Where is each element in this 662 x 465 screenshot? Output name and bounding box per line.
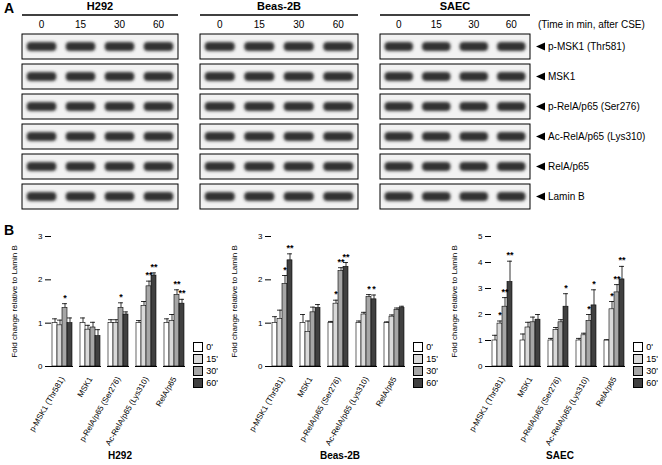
svg-text:**: ** bbox=[613, 274, 621, 284]
svg-text:**: ** bbox=[178, 288, 186, 298]
svg-text:p-RelA/p65 (Ser276): p-RelA/p65 (Ser276) bbox=[298, 375, 343, 444]
svg-text:15: 15 bbox=[431, 19, 443, 30]
svg-text:Ac-RelA/p65 (Lys310): Ac-RelA/p65 (Lys310) bbox=[544, 375, 591, 447]
svg-text:p-MSK1 (Thr581): p-MSK1 (Thr581) bbox=[248, 375, 287, 433]
svg-text:p-MSK1 (Thr581): p-MSK1 (Thr581) bbox=[468, 375, 507, 433]
html-text:B: B bbox=[4, 222, 15, 238]
svg-text:RelA/p65: RelA/p65 bbox=[548, 161, 590, 172]
svg-text:*: * bbox=[610, 291, 614, 301]
svg-text:1: 1 bbox=[38, 319, 43, 328]
svg-text:**: ** bbox=[618, 255, 626, 265]
svg-text:0: 0 bbox=[396, 19, 402, 30]
svg-text:*: * bbox=[119, 292, 123, 302]
html-text:60': 60' bbox=[426, 378, 438, 388]
svg-text:**: ** bbox=[501, 287, 509, 297]
svg-text:p-RelA/p65 (Ser276): p-RelA/p65 (Ser276) bbox=[548, 101, 640, 112]
html-text:0': 0' bbox=[426, 342, 433, 352]
html-text:60': 60' bbox=[646, 378, 658, 388]
svg-text:**: ** bbox=[150, 262, 158, 272]
svg-text:Fold change relative to Lamin: Fold change relative to Lamin B bbox=[10, 245, 19, 358]
svg-text:0: 0 bbox=[38, 362, 43, 371]
html-text:0': 0' bbox=[646, 342, 653, 352]
svg-text:30: 30 bbox=[468, 19, 480, 30]
svg-text:*: * bbox=[283, 265, 287, 275]
svg-text:RelA/p65: RelA/p65 bbox=[154, 375, 179, 408]
html-text:15': 15' bbox=[206, 354, 218, 364]
svg-text:**: ** bbox=[506, 250, 514, 260]
svg-text:3: 3 bbox=[258, 232, 263, 241]
svg-text:60: 60 bbox=[506, 19, 518, 30]
html-text:Beas-2B: Beas-2B bbox=[320, 450, 360, 461]
svg-text:0: 0 bbox=[478, 362, 483, 371]
svg-text:*: * bbox=[367, 284, 371, 294]
svg-text:p-RelA/p65 (Ser276): p-RelA/p65 (Ser276) bbox=[78, 375, 123, 444]
svg-text:SAEC: SAEC bbox=[440, 0, 471, 12]
svg-text:**: ** bbox=[173, 279, 181, 289]
html-text:30': 30' bbox=[646, 366, 658, 376]
svg-text:Ac-RelA/p65 (Lys310): Ac-RelA/p65 (Lys310) bbox=[324, 375, 371, 447]
svg-text:MSK1: MSK1 bbox=[296, 375, 315, 399]
svg-text:RelA/p65: RelA/p65 bbox=[594, 375, 619, 408]
svg-text:60: 60 bbox=[153, 19, 165, 30]
svg-text:(Time in min, after CSE): (Time in min, after CSE) bbox=[538, 19, 645, 30]
svg-text:MSK1: MSK1 bbox=[76, 375, 95, 399]
svg-text:RelA/p65: RelA/p65 bbox=[374, 375, 399, 408]
svg-text:H292: H292 bbox=[87, 0, 113, 12]
svg-text:Ac-RelA/p65 (Lys310): Ac-RelA/p65 (Lys310) bbox=[104, 375, 151, 447]
svg-text:MSK1: MSK1 bbox=[516, 375, 535, 399]
svg-text:MSK1: MSK1 bbox=[548, 71, 576, 82]
html-text:30': 30' bbox=[426, 366, 438, 376]
html-text:H292: H292 bbox=[108, 450, 132, 461]
svg-text:Lamin B: Lamin B bbox=[548, 191, 585, 202]
html-text:SAEC: SAEC bbox=[546, 450, 574, 461]
svg-text:Beas-2B: Beas-2B bbox=[257, 0, 301, 12]
html-text:15': 15' bbox=[646, 354, 658, 364]
svg-text:p-MSK1 (Thr581): p-MSK1 (Thr581) bbox=[28, 375, 67, 433]
svg-text:Ac-RelA/p65 (Lys310): Ac-RelA/p65 (Lys310) bbox=[548, 131, 645, 142]
svg-text:2: 2 bbox=[258, 275, 263, 284]
svg-text:Fold change relative to Lamin: Fold change relative to Lamin B bbox=[230, 245, 239, 358]
svg-text:1: 1 bbox=[478, 336, 483, 345]
svg-text:*: * bbox=[334, 289, 338, 299]
svg-text:Fold change relative to Lamin: Fold change relative to Lamin B bbox=[450, 245, 459, 358]
svg-text:60: 60 bbox=[333, 19, 345, 30]
svg-text:30: 30 bbox=[293, 19, 305, 30]
svg-text:0: 0 bbox=[258, 362, 263, 371]
svg-text:2: 2 bbox=[478, 310, 483, 319]
svg-text:*: * bbox=[498, 310, 502, 320]
svg-text:0: 0 bbox=[39, 19, 45, 30]
svg-text:30: 30 bbox=[114, 19, 126, 30]
svg-text:*: * bbox=[587, 304, 591, 314]
svg-text:3: 3 bbox=[478, 284, 483, 293]
html-text:15': 15' bbox=[426, 354, 438, 364]
svg-text:*: * bbox=[372, 284, 376, 294]
html-text:0': 0' bbox=[206, 342, 213, 352]
html-text:30': 30' bbox=[206, 366, 218, 376]
svg-text:p-RelA/p65 (Ser276): p-RelA/p65 (Ser276) bbox=[518, 375, 563, 444]
svg-text:*: * bbox=[564, 283, 568, 293]
svg-text:0: 0 bbox=[217, 19, 223, 30]
svg-text:**: ** bbox=[286, 243, 294, 253]
svg-text:15: 15 bbox=[75, 19, 87, 30]
svg-text:5: 5 bbox=[478, 232, 483, 241]
svg-text:*: * bbox=[63, 293, 67, 303]
svg-text:**: ** bbox=[342, 252, 350, 262]
svg-text:*: * bbox=[592, 279, 596, 289]
html-text:60': 60' bbox=[206, 378, 218, 388]
svg-text:4: 4 bbox=[478, 258, 483, 267]
svg-text:p-MSK1 (Thr581): p-MSK1 (Thr581) bbox=[548, 41, 625, 52]
svg-text:3: 3 bbox=[38, 232, 43, 241]
svg-text:15: 15 bbox=[254, 19, 266, 30]
svg-text:2: 2 bbox=[38, 275, 43, 284]
svg-text:1: 1 bbox=[258, 319, 263, 328]
svg-text:A: A bbox=[4, 0, 14, 16]
